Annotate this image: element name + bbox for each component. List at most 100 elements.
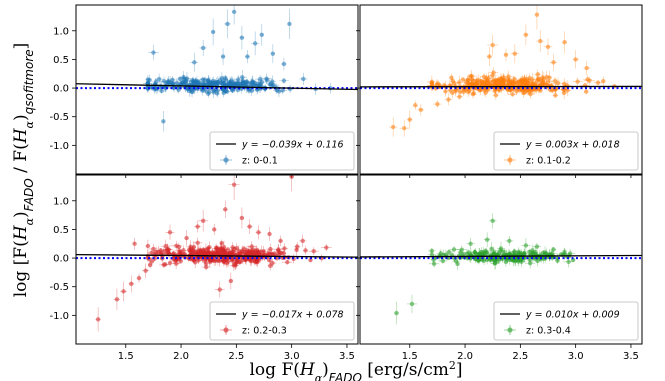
data-point <box>176 244 182 250</box>
data-point <box>95 317 101 322</box>
data-point <box>481 74 487 80</box>
data-point <box>191 244 197 250</box>
data-point <box>167 260 173 266</box>
legend-fit-label: y = −0.039x + 0.116 <box>241 140 344 151</box>
data-point <box>254 87 260 92</box>
data-point <box>535 258 540 264</box>
data-point <box>453 88 458 93</box>
data-point <box>429 248 435 254</box>
data-point <box>285 259 290 265</box>
data-point <box>443 252 449 257</box>
data-point <box>239 215 245 221</box>
data-point <box>259 32 264 37</box>
data-point <box>220 54 226 59</box>
legend-series-marker <box>223 327 229 333</box>
data-point <box>196 248 201 253</box>
data-point <box>219 241 224 246</box>
data-point <box>203 261 209 266</box>
data-point <box>511 80 516 86</box>
legend-box <box>493 131 639 171</box>
legend-box <box>209 301 355 341</box>
data-point <box>212 80 217 86</box>
data-point <box>487 54 492 59</box>
data-point <box>181 75 186 80</box>
data-point <box>521 78 527 84</box>
data-point <box>159 88 164 94</box>
data-point <box>450 90 455 96</box>
data-point <box>281 78 287 83</box>
data-point <box>205 246 211 251</box>
data-point <box>497 88 502 93</box>
panel-top-left: -1.0 -0.5 0.0 0.5 1.0 y = −0.039x + 0.116 z: 0… <box>49 4 359 178</box>
data-point <box>257 76 263 82</box>
x-tick-label: 1.5 <box>118 351 134 362</box>
data-point <box>280 88 285 93</box>
data-point <box>469 76 474 82</box>
data-point <box>250 79 255 84</box>
data-point <box>468 241 473 246</box>
data-point <box>390 124 396 130</box>
data-point <box>575 79 580 84</box>
data-point <box>538 38 543 44</box>
data-point <box>490 42 495 48</box>
y-tick-label: -1.0 <box>49 141 69 152</box>
data-point <box>493 92 499 98</box>
data-point <box>449 75 454 80</box>
data-point <box>601 78 606 84</box>
data-point <box>225 247 231 252</box>
data-point <box>219 247 224 252</box>
data-point <box>282 246 287 251</box>
data-point <box>301 76 306 82</box>
x-axis-label: log F(Hα)FADO [erg/s/cm2] <box>250 359 463 381</box>
data-point <box>446 97 451 102</box>
data-point <box>278 238 283 244</box>
x-tick-label: 2.0 <box>457 351 473 362</box>
plot-area <box>76 5 358 132</box>
data-point <box>249 244 254 249</box>
data-point <box>503 52 509 58</box>
data-point <box>200 218 206 224</box>
data-point <box>470 91 476 97</box>
data-point <box>413 103 418 108</box>
panel-frame <box>359 4 643 175</box>
y-tick-label: 0.0 <box>53 254 69 265</box>
data-point <box>562 251 567 257</box>
data-point <box>490 218 495 224</box>
data-point <box>243 251 248 257</box>
data-point <box>170 81 176 86</box>
data-point <box>167 230 173 235</box>
data-point <box>527 261 533 266</box>
data-point <box>551 247 556 252</box>
legend-series-label: z: 0.2-0.3 <box>242 326 287 337</box>
data-point <box>170 77 175 83</box>
data-point <box>501 75 506 80</box>
data-point <box>212 227 217 232</box>
data-point <box>221 90 226 95</box>
data-point <box>567 251 573 256</box>
data-point <box>394 310 399 316</box>
data-point <box>223 207 228 212</box>
data-point <box>587 78 592 83</box>
data-point <box>247 224 252 229</box>
x-tick-label: 3.0 <box>568 351 584 362</box>
data-point <box>255 249 261 254</box>
data-point <box>546 79 551 84</box>
data-point <box>584 65 589 71</box>
data-point <box>523 243 529 248</box>
data-point <box>240 74 245 80</box>
data-point <box>163 85 169 91</box>
data-point <box>528 88 534 93</box>
data-point <box>249 258 254 264</box>
data-point <box>224 89 230 94</box>
data-point <box>542 250 548 255</box>
legend-series-label: z: 0-0.1 <box>242 156 278 167</box>
data-point <box>535 72 540 77</box>
legend-series-label: z: 0.3-0.4 <box>526 326 571 337</box>
x-tick-label: 2.5 <box>512 351 528 362</box>
data-point <box>227 251 232 256</box>
data-point <box>555 81 561 86</box>
data-point <box>239 248 245 253</box>
legend-box <box>209 131 355 171</box>
x-tick-label: 3.5 <box>339 351 355 362</box>
data-point <box>177 76 183 82</box>
